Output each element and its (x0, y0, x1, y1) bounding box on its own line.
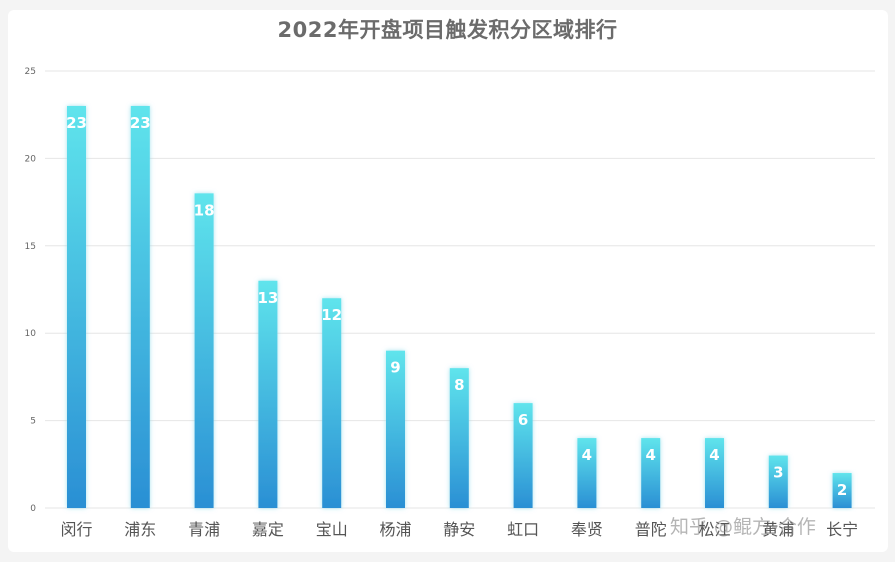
x-tick-label: 宝山 (316, 520, 348, 539)
x-tick-label: 虹口 (507, 520, 539, 539)
bar-value-label: 12 (321, 306, 342, 324)
x-tick-label: 黄浦 (762, 520, 794, 539)
bar (322, 298, 342, 508)
bar-value-label: 18 (194, 201, 215, 219)
chart-card (8, 10, 888, 552)
x-tick-label: 静安 (443, 520, 475, 539)
bar (832, 473, 852, 508)
bar (258, 280, 278, 508)
bar-value-label: 8 (454, 376, 464, 394)
y-tick-label: 15 (25, 242, 36, 252)
bar (67, 105, 86, 509)
bar (768, 455, 788, 508)
x-tick-label: 普陀 (635, 520, 667, 539)
x-tick-label: 闵行 (60, 520, 92, 539)
bar (194, 193, 214, 509)
watermark: 知乎 @鲲方-合作 (670, 516, 816, 538)
x-tick-label: 松江 (698, 520, 730, 539)
bar-value-label: 2 (837, 481, 847, 499)
x-tick-label: 杨浦 (379, 520, 411, 539)
bar-value-label: 3 (773, 464, 783, 482)
x-tick-label: 奉贤 (571, 520, 603, 539)
bar (386, 350, 405, 508)
x-tick-label: 浦东 (124, 520, 156, 539)
x-tick-label: 青浦 (188, 520, 220, 539)
bar (130, 105, 150, 509)
bar (449, 368, 469, 508)
bar (705, 438, 724, 508)
bar-value-label: 6 (518, 411, 528, 429)
chart-title: 2022年开盘项目触发积分区域排行 (277, 18, 618, 42)
bar (641, 438, 661, 508)
y-tick-label: 5 (30, 417, 36, 427)
y-tick-label: 0 (30, 504, 36, 514)
bar-value-label: 4 (709, 446, 719, 464)
bar-value-label: 9 (390, 359, 400, 377)
x-tick-label: 长宁 (826, 520, 858, 539)
y-tick-label: 20 (25, 154, 37, 164)
y-tick-label: 25 (25, 67, 36, 77)
bar-value-label: 4 (645, 446, 655, 464)
bar-value-label: 4 (582, 446, 592, 464)
bar (577, 438, 597, 508)
bar (513, 403, 533, 508)
bar-value-label: 23 (66, 114, 87, 132)
x-tick-label: 嘉定 (252, 520, 284, 539)
bar-value-label: 13 (257, 289, 278, 307)
y-tick-label: 10 (25, 329, 37, 339)
bar-value-label: 23 (130, 114, 151, 132)
